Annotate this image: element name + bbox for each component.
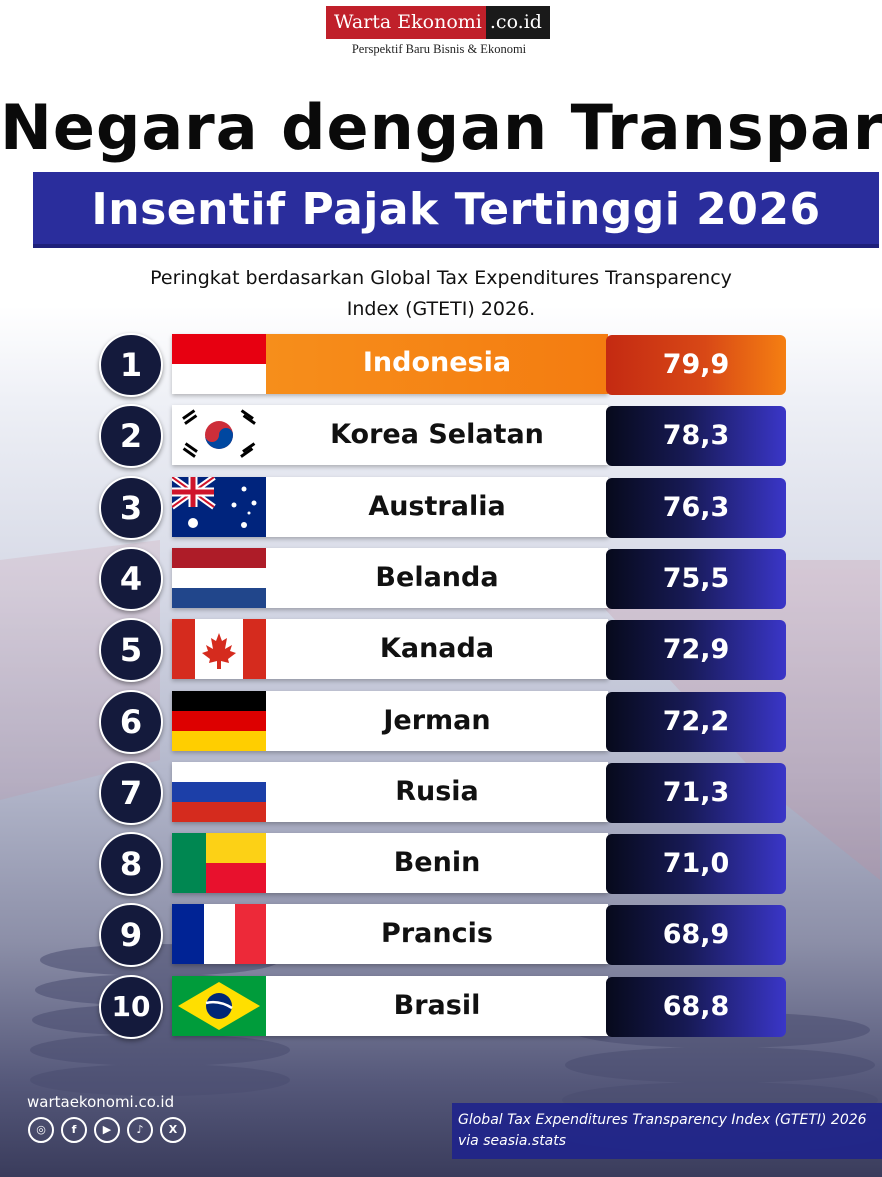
title-band: Insentif Pajak Tertinggi 2026: [33, 172, 879, 248]
score-value: 68,8: [606, 977, 786, 1037]
table-row: Brasil: [172, 976, 608, 1036]
australia-flag: [172, 477, 266, 537]
youtube-icon[interactable]: ▶: [94, 1117, 120, 1143]
rank-badge: 8: [99, 832, 163, 896]
logo-suffix-text: .co.id: [485, 6, 550, 39]
score-value: 78,3: [606, 406, 786, 466]
table-row: Belanda: [172, 548, 608, 608]
indonesia-flag: [172, 334, 266, 394]
table-row: Kanada: [172, 619, 608, 679]
country-name: Kanada: [379, 633, 495, 664]
score-value: 71,3: [606, 763, 786, 823]
country-name: Belanda: [375, 562, 499, 593]
country-name: Prancis: [381, 918, 493, 949]
tiktok-icon[interactable]: ♪: [127, 1117, 153, 1143]
source-line1: Global Tax Expenditures Transparency Ind…: [458, 1112, 867, 1128]
social-links: ◎ f ▶ ♪ X: [28, 1117, 186, 1143]
rank-badge: 7: [99, 761, 163, 825]
source-line2: via seasia.stats: [458, 1133, 567, 1149]
score-value: 72,9: [606, 620, 786, 680]
footer-site[interactable]: wartaekonomi.co.id: [27, 1093, 175, 1111]
country-name: Jerman: [383, 705, 491, 736]
brand-logo[interactable]: Warta Ekonomi .co.id: [326, 6, 550, 39]
canada-flag: [172, 619, 266, 679]
rank-badge: 2: [99, 404, 163, 468]
table-row: Rusia: [172, 762, 608, 822]
table-row: Australia: [172, 477, 608, 537]
table-row: Indonesia: [172, 334, 608, 394]
score-value: 75,5: [606, 549, 786, 609]
page-title: Negara dengan Transparans: [0, 91, 882, 164]
table-row: Prancis: [172, 904, 608, 964]
logo-main-text: Warta Ekonomi: [326, 6, 486, 39]
score-value: 72,2: [606, 692, 786, 752]
score-value: 71,0: [606, 834, 786, 894]
brazil-flag: [172, 976, 266, 1036]
rank-badge: 10: [99, 975, 163, 1039]
score-value: 76,3: [606, 478, 786, 538]
instagram-icon[interactable]: ◎: [28, 1117, 54, 1143]
rank-badge: 5: [99, 618, 163, 682]
score-value: 79,9: [606, 335, 786, 395]
benin-flag: [172, 833, 266, 893]
country-name: Benin: [393, 847, 481, 878]
country-name: Korea Selatan: [330, 419, 544, 450]
subtitle: Peringkat berdasarkan Global Tax Expendi…: [60, 263, 822, 325]
source-note: Global Tax Expenditures Transparency Ind…: [452, 1103, 882, 1159]
netherlands-flag: [172, 548, 266, 608]
rank-badge: 4: [99, 547, 163, 611]
country-name: Australia: [368, 491, 506, 522]
france-flag: [172, 904, 266, 964]
table-row: Korea Selatan: [172, 405, 608, 465]
x-icon[interactable]: X: [160, 1117, 186, 1143]
rank-badge: 6: [99, 690, 163, 754]
rank-badge: 3: [99, 476, 163, 540]
subtitle-line1: Peringkat berdasarkan Global Tax Expendi…: [150, 267, 732, 289]
tagline: Perspektif Baru Bisnis & Ekonomi: [351, 42, 527, 56]
page-title-line2: Insentif Pajak Tertinggi 2026: [91, 184, 821, 235]
rank-badge: 9: [99, 903, 163, 967]
country-name: Indonesia: [362, 347, 512, 378]
facebook-icon[interactable]: f: [61, 1117, 87, 1143]
rank-badge: 1: [99, 333, 163, 397]
table-row: Jerman: [172, 691, 608, 751]
russia-flag: [172, 762, 266, 822]
country-name: Rusia: [395, 776, 479, 807]
table-row: Benin: [172, 833, 608, 893]
country-name: Brasil: [393, 990, 481, 1021]
score-value: 68,9: [606, 905, 786, 965]
germany-flag: [172, 691, 266, 751]
subtitle-line2: Index (GTETI) 2026.: [346, 298, 536, 320]
south-korea-flag: [172, 405, 266, 465]
